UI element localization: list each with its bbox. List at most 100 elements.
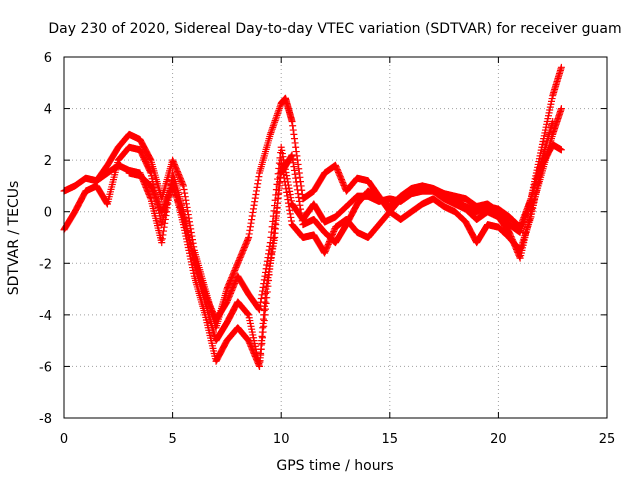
data-point <box>161 215 169 223</box>
data-point <box>170 185 178 193</box>
data-point <box>265 250 273 258</box>
data-point <box>259 283 267 291</box>
data-point <box>557 105 565 113</box>
data-point <box>162 212 170 220</box>
data-point <box>260 276 268 284</box>
data-point <box>179 182 187 190</box>
data-point <box>284 178 292 186</box>
data-point <box>177 206 185 214</box>
data-point <box>170 187 178 195</box>
data-point <box>268 228 276 236</box>
data-point <box>287 197 295 205</box>
data-point <box>275 105 283 113</box>
data-point <box>257 295 265 303</box>
data-point <box>172 192 180 200</box>
data-point <box>290 135 298 143</box>
data-point <box>260 280 268 288</box>
data-point <box>287 194 295 202</box>
data-point <box>266 130 274 138</box>
data-point <box>244 235 252 243</box>
data-point <box>269 122 277 130</box>
data-points <box>60 63 565 370</box>
data-point <box>269 123 277 131</box>
data-point <box>268 223 276 231</box>
data-point <box>266 239 274 247</box>
data-point <box>182 200 190 208</box>
data-point <box>250 201 258 209</box>
data-point <box>256 302 264 310</box>
data-point <box>273 111 281 119</box>
data-point <box>251 194 259 202</box>
data-point <box>255 306 263 314</box>
data-point <box>258 291 266 299</box>
data-point <box>249 205 257 213</box>
data-point <box>289 126 297 134</box>
data-point <box>272 191 280 199</box>
data-point <box>291 139 299 147</box>
data-point <box>290 130 298 138</box>
data-point <box>179 211 187 219</box>
data-point <box>158 239 166 247</box>
data-point <box>288 151 296 159</box>
data-point <box>292 143 300 151</box>
y-tick-label: -8 <box>39 412 52 427</box>
data-point <box>287 217 295 225</box>
data-point <box>289 122 297 130</box>
data-point <box>262 268 270 276</box>
data-point <box>258 287 266 295</box>
plot-frame <box>63 56 608 419</box>
data-point <box>293 186 301 194</box>
x-tick-label: 25 <box>599 432 616 447</box>
data-point <box>246 226 254 234</box>
data-point <box>278 150 286 158</box>
data-point <box>263 261 271 269</box>
data-point <box>263 257 271 265</box>
data-point <box>275 106 283 114</box>
data-point <box>161 219 169 227</box>
data-point <box>519 217 527 225</box>
data-point <box>520 212 528 220</box>
data-point <box>181 193 189 201</box>
data-point <box>283 188 291 196</box>
data-point <box>526 198 534 206</box>
data-point <box>526 196 534 204</box>
y-tick-label: 4 <box>44 103 52 118</box>
data-point <box>289 155 297 163</box>
data-point <box>248 212 256 220</box>
data-point <box>266 242 274 250</box>
data-point <box>516 253 524 261</box>
data-point <box>262 265 270 273</box>
data-point <box>270 207 278 215</box>
data-point <box>178 209 186 217</box>
data-point <box>280 159 288 167</box>
data-point <box>287 213 295 221</box>
data-point <box>181 189 189 197</box>
data-point <box>288 117 296 125</box>
data-point <box>295 197 303 205</box>
data-point <box>290 166 298 174</box>
data-point <box>254 180 262 188</box>
data-point <box>295 169 303 177</box>
data-point <box>520 214 528 222</box>
data-point <box>292 148 300 156</box>
data-point <box>518 218 526 226</box>
data-point <box>293 182 301 190</box>
data-point <box>273 180 281 188</box>
data-point <box>286 187 294 195</box>
data-point <box>252 191 260 199</box>
data-point <box>103 199 111 207</box>
data-point <box>296 201 304 209</box>
data-point <box>174 197 182 205</box>
data-point <box>271 118 279 126</box>
data-point <box>293 156 301 164</box>
data-point <box>176 204 184 212</box>
data-point <box>272 186 280 194</box>
data-point <box>284 181 292 189</box>
grid <box>64 57 607 418</box>
data-point <box>267 233 275 241</box>
data-point <box>246 223 254 231</box>
x-tick-label: 10 <box>273 432 290 447</box>
data-point <box>276 103 284 111</box>
data-point <box>524 203 532 211</box>
data-point <box>274 170 282 178</box>
